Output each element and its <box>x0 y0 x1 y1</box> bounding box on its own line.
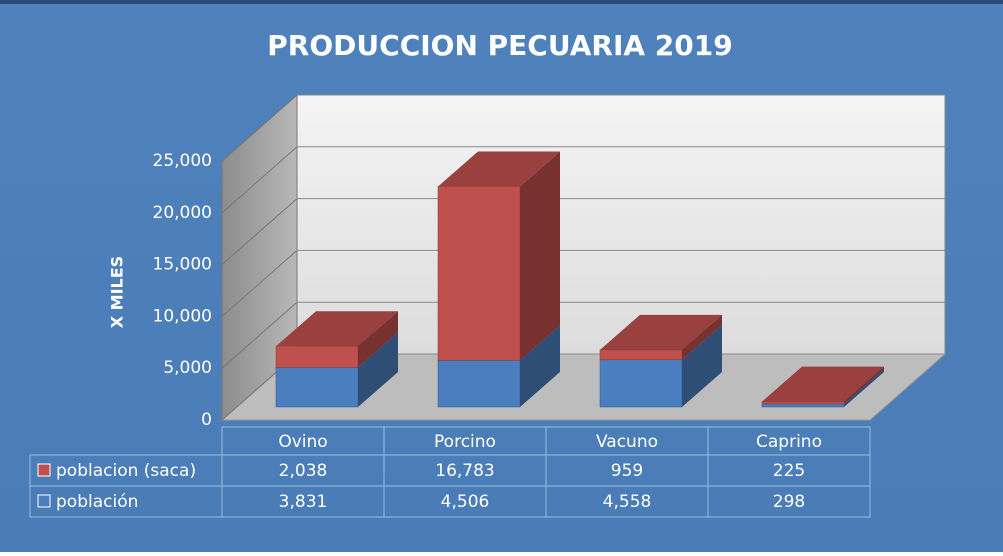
data-label: 4,506 <box>441 492 490 512</box>
category-label: Porcino <box>434 432 496 452</box>
data-label: 959 <box>611 461 643 481</box>
bar-top <box>600 314 722 350</box>
legend-swatch <box>37 463 51 477</box>
data-label: 2,038 <box>279 461 328 481</box>
top-border <box>0 0 1003 4</box>
bar-side <box>520 151 560 361</box>
grid-line <box>221 94 298 162</box>
grid-line <box>221 250 298 317</box>
bar-side <box>682 314 722 360</box>
category-label: Caprino <box>756 432 822 452</box>
y-tick-label: 25,000 <box>153 151 212 171</box>
bar-top <box>276 311 398 347</box>
bar-side <box>358 311 398 368</box>
bar-segment <box>599 349 683 361</box>
legend-swatch <box>37 494 51 508</box>
bar-segment <box>275 367 359 408</box>
category-label: Ovino <box>278 432 327 452</box>
y-tick-label: 20,000 <box>153 203 212 223</box>
data-label: 3,831 <box>279 492 328 512</box>
y-axis-label: X MILES <box>108 256 127 328</box>
grid-line <box>221 198 298 265</box>
category-label: Vacuno <box>596 432 658 452</box>
bar-top <box>438 151 560 187</box>
bar-side <box>358 332 398 407</box>
y-tick-label: 5,000 <box>163 358 212 378</box>
bar-segment <box>761 401 845 405</box>
bar-side <box>844 368 884 407</box>
chart-title: PRODUCCION PECUARIA 2019 <box>267 29 732 62</box>
grid-line <box>221 301 298 369</box>
bar-side <box>682 324 722 407</box>
data-label: 225 <box>773 461 805 481</box>
bar-top <box>762 366 884 402</box>
y-tick-label: 10,000 <box>153 306 212 326</box>
y-tick-label: 15,000 <box>153 255 212 275</box>
bar-segment <box>437 360 521 408</box>
bar-side <box>844 366 884 404</box>
bar-segment <box>437 186 521 361</box>
data-label: 4,558 <box>603 492 652 512</box>
table-cell <box>707 485 871 518</box>
grid-line <box>221 146 298 214</box>
y-tick-label: 0 <box>201 410 212 430</box>
legend-label: poblacion (saca) <box>56 461 196 481</box>
bar-segment <box>275 345 359 368</box>
bar-side <box>520 325 560 407</box>
data-label: 298 <box>773 492 805 512</box>
data-label: 16,783 <box>435 461 494 481</box>
legend-label: población <box>56 492 138 512</box>
bar-segment <box>599 359 683 408</box>
bar-segment <box>761 403 845 408</box>
